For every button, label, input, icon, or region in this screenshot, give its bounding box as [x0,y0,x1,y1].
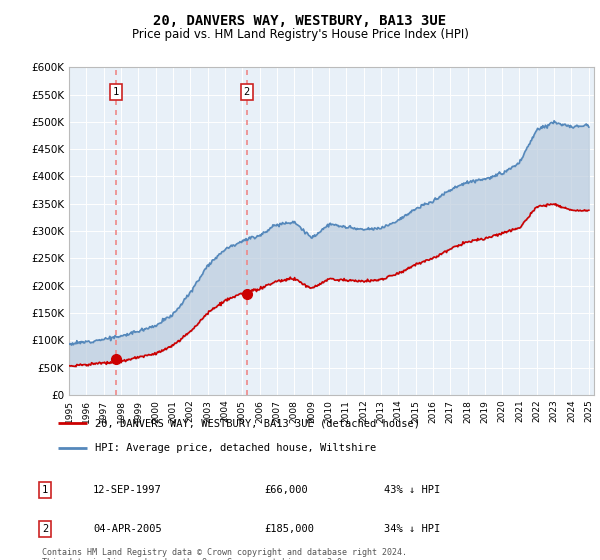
Text: 04-APR-2005: 04-APR-2005 [93,524,162,534]
Text: 12-SEP-1997: 12-SEP-1997 [93,485,162,495]
Text: 2: 2 [244,87,250,97]
Text: Price paid vs. HM Land Registry's House Price Index (HPI): Price paid vs. HM Land Registry's House … [131,28,469,41]
Text: 20, DANVERS WAY, WESTBURY, BA13 3UE: 20, DANVERS WAY, WESTBURY, BA13 3UE [154,14,446,28]
Text: 20, DANVERS WAY, WESTBURY, BA13 3UE (detached house): 20, DANVERS WAY, WESTBURY, BA13 3UE (det… [95,418,420,428]
Text: £66,000: £66,000 [264,485,308,495]
Text: £185,000: £185,000 [264,524,314,534]
Text: 1: 1 [42,485,48,495]
Text: 34% ↓ HPI: 34% ↓ HPI [384,524,440,534]
Text: HPI: Average price, detached house, Wiltshire: HPI: Average price, detached house, Wilt… [95,442,376,452]
Text: 1: 1 [113,87,119,97]
Text: 43% ↓ HPI: 43% ↓ HPI [384,485,440,495]
Text: Contains HM Land Registry data © Crown copyright and database right 2024.
This d: Contains HM Land Registry data © Crown c… [42,548,407,560]
Text: 2: 2 [42,524,48,534]
